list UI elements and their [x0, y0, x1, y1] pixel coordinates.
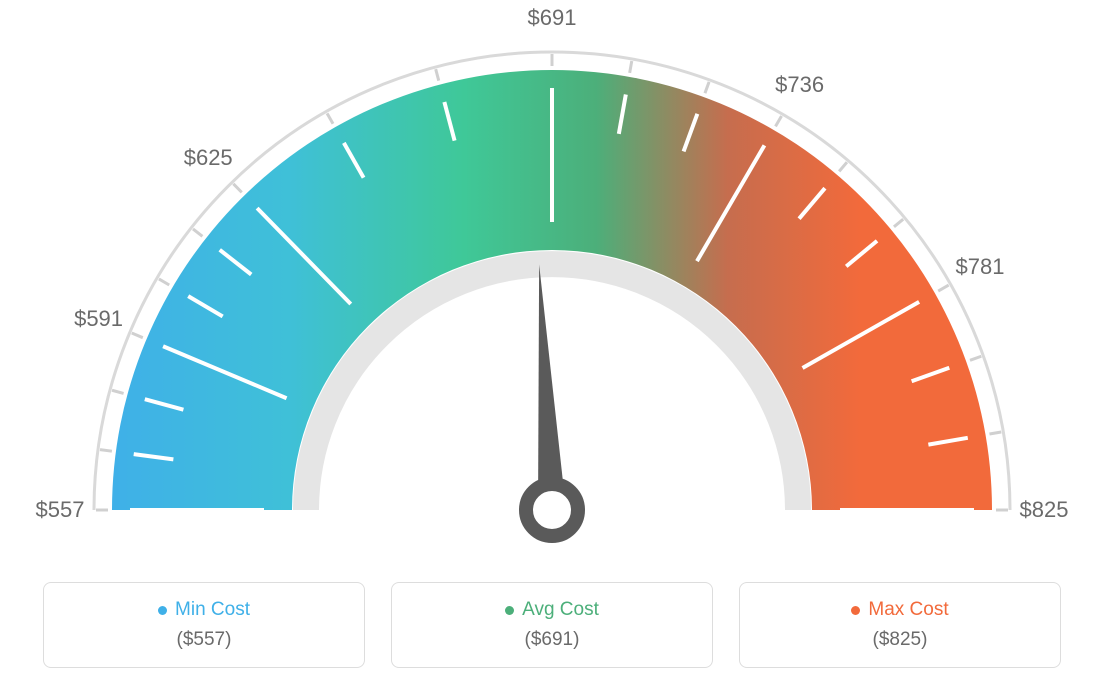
legend-card-max: Max Cost ($825) — [739, 582, 1061, 668]
legend-avg-value: ($691) — [525, 629, 580, 651]
legend-min-header: Min Cost — [158, 599, 250, 621]
legend-card-avg: Avg Cost ($691) — [391, 582, 713, 668]
cost-gauge-chart: $557 $591 $625 $691 $736 $781 $825 Min Cost ($… — [0, 0, 1104, 690]
legend-max-label: Max Cost — [868, 599, 948, 621]
gauge-tick-label: $625 — [184, 145, 233, 171]
gauge-tick-label: $591 — [74, 306, 123, 332]
dot-icon — [158, 606, 167, 615]
gauge-tick-label: $825 — [1020, 497, 1069, 523]
legend-avg-label: Avg Cost — [522, 599, 599, 621]
gauge-svg — [0, 0, 1104, 560]
gauge-tick-label: $691 — [528, 5, 577, 31]
legend-max-value: ($825) — [873, 629, 928, 651]
legend-max-header: Max Cost — [851, 599, 948, 621]
dot-icon — [505, 606, 514, 615]
legend-min-label: Min Cost — [175, 599, 250, 621]
legend-card-min: Min Cost ($557) — [43, 582, 365, 668]
legend-avg-header: Avg Cost — [505, 599, 599, 621]
gauge-tick-label: $736 — [775, 72, 824, 98]
gauge-area: $557 $591 $625 $691 $736 $781 $825 — [0, 0, 1104, 560]
legend-row: Min Cost ($557) Avg Cost ($691) Max Cost… — [0, 582, 1104, 668]
legend-min-value: ($557) — [177, 629, 232, 651]
gauge-tick-label: $781 — [956, 254, 1005, 280]
gauge-tick-label: $557 — [36, 497, 85, 523]
dot-icon — [851, 606, 860, 615]
